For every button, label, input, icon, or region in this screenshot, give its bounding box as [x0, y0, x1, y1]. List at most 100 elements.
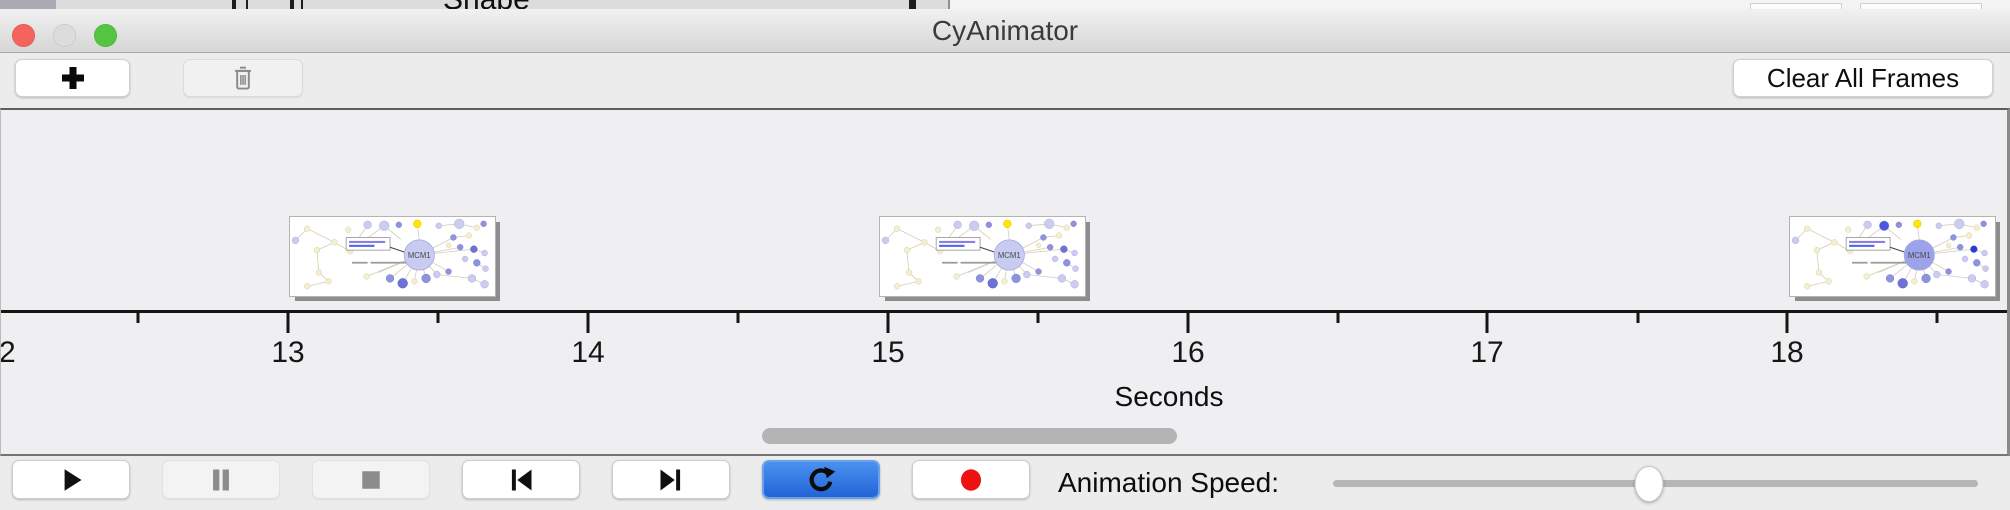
- network-node: [363, 273, 370, 280]
- hub-node: [403, 239, 435, 271]
- ruler-minor-tick: [1636, 313, 1640, 323]
- background-ui-fragment: [1860, 3, 1982, 9]
- network-node: [1025, 222, 1032, 229]
- ruler-tick-label: 12: [0, 336, 16, 369]
- network-node: [1863, 220, 1872, 229]
- skip-start-icon: [507, 466, 535, 494]
- network-node: [1003, 219, 1012, 228]
- network-node: [1057, 274, 1067, 283]
- ruler-tick-label: 15: [871, 336, 905, 369]
- ruler-tick-label: 18: [1770, 336, 1804, 369]
- frame-toolbar: Clear All Frames: [0, 53, 2010, 108]
- network-node: [433, 270, 441, 279]
- network-node: [1921, 273, 1931, 284]
- ruler-minor-tick: [136, 313, 140, 323]
- ruler-tick-label: 17: [1470, 336, 1504, 369]
- clear-all-frames-button[interactable]: Clear All Frames: [1733, 59, 1993, 97]
- network-node: [1011, 273, 1021, 284]
- network-node: [975, 274, 985, 283]
- zoom-button[interactable]: [94, 24, 117, 47]
- network-node: [450, 234, 457, 241]
- network-node: [325, 278, 332, 285]
- close-button[interactable]: [12, 24, 35, 47]
- network-node: [1950, 234, 1957, 241]
- ruler-minor-tick: [436, 313, 440, 323]
- network-node: [435, 222, 442, 229]
- network-node: [1973, 224, 1980, 231]
- ruler-major-tick: [886, 313, 890, 333]
- network-node: [411, 278, 418, 285]
- pause-icon: [207, 466, 235, 494]
- network-node: [1055, 232, 1063, 239]
- network-node: [894, 225, 901, 232]
- title-bar: CyAnimator: [0, 9, 2010, 53]
- network-node: [1063, 224, 1070, 231]
- network-node: [313, 246, 321, 254]
- background-panel-fragment: [0, 0, 56, 9]
- network-node: [1791, 236, 1800, 245]
- network-node: [1954, 218, 1965, 229]
- ruler-major-tick: [1186, 313, 1190, 333]
- network-node: [1047, 244, 1054, 251]
- record-button[interactable]: [912, 460, 1030, 499]
- stop-icon: [357, 466, 385, 494]
- ruler-tick-label: 14: [571, 336, 605, 369]
- network-node: [421, 273, 431, 284]
- network-node: [1863, 273, 1870, 280]
- plus-icon: [61, 67, 84, 89]
- play-button[interactable]: [12, 460, 130, 499]
- background-ui-fragment: [232, 0, 236, 9]
- slider-thumb[interactable]: [1634, 466, 1664, 502]
- delete-frame-button[interactable]: [183, 59, 303, 97]
- network-node: [881, 236, 890, 245]
- network-node: [1895, 221, 1902, 228]
- network-node: [1933, 270, 1941, 279]
- network-node: [470, 245, 478, 253]
- network-node: [1913, 219, 1922, 228]
- timeline-panel[interactable]: Seconds 12 13 14 15 16 17 18 MCM1 MCM1 MCM1: [0, 108, 2010, 456]
- minimize-button[interactable]: [53, 24, 76, 47]
- network-node: [1957, 244, 1964, 251]
- play-icon: [57, 466, 85, 494]
- network-tooltip-box: [345, 237, 391, 251]
- network-node: [1815, 269, 1823, 276]
- pause-button[interactable]: [162, 460, 280, 499]
- record-icon: [957, 466, 985, 494]
- network-tooltip-box: [1845, 237, 1891, 251]
- network-node: [385, 274, 395, 283]
- network-node: [1001, 278, 1008, 285]
- skip-to-end-button[interactable]: [612, 460, 730, 499]
- network-node: [1980, 220, 1987, 227]
- network-node: [1044, 218, 1055, 229]
- skip-to-start-button[interactable]: [462, 460, 580, 499]
- network-node: [953, 220, 962, 229]
- network-node: [465, 232, 473, 239]
- timeline-scrollbar-thumb[interactable]: [762, 428, 1177, 444]
- network-node: [1965, 232, 1973, 239]
- network-node: [1060, 245, 1068, 253]
- stop-button[interactable]: [312, 460, 430, 499]
- animation-speed-label: Animation Speed:: [1058, 467, 1280, 498]
- network-node: [395, 221, 402, 228]
- network-node: [1070, 280, 1079, 289]
- frame-thumbnail[interactable]: MCM1: [879, 216, 1086, 297]
- network-node: [1970, 245, 1978, 253]
- network-tooltip-box: [935, 237, 981, 251]
- add-frame-button[interactable]: [15, 59, 130, 97]
- hub-node: [1903, 239, 1935, 271]
- network-node: [315, 269, 323, 276]
- trash-icon: [235, 66, 251, 90]
- animation-speed-slider[interactable]: [1333, 456, 1978, 510]
- network-node: [413, 219, 422, 228]
- window-title: CyAnimator: [931, 14, 1079, 46]
- network-node: [1063, 259, 1071, 267]
- frame-thumbnail[interactable]: MCM1: [289, 216, 496, 297]
- network-node: [1897, 278, 1908, 289]
- network-node: [1035, 268, 1042, 275]
- network-node: [1844, 226, 1852, 233]
- loop-button[interactable]: [762, 460, 880, 499]
- frame-thumbnail[interactable]: MCM1: [1789, 216, 1996, 297]
- network-thumbnail-svg: MCM1: [291, 218, 489, 290]
- network-node: [467, 274, 477, 283]
- network-node: [921, 239, 928, 246]
